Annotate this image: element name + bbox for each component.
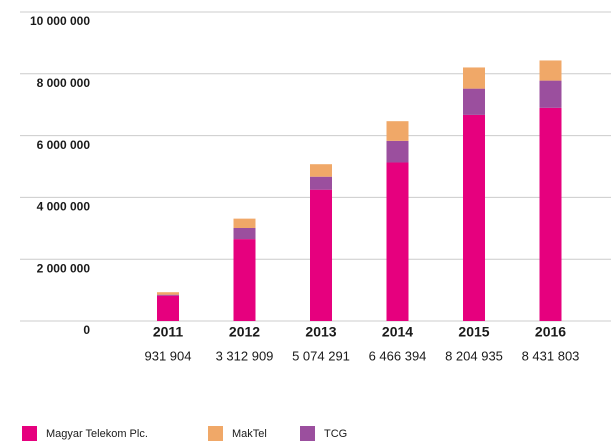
category-total: 3 312 909 — [216, 348, 274, 363]
bar-segment — [233, 239, 256, 321]
bar-segment — [157, 295, 179, 321]
legend-label: Magyar Telekom Plc. — [46, 428, 148, 440]
bar-segment — [310, 189, 332, 321]
bar-segment — [233, 227, 256, 240]
legend-swatch — [22, 426, 37, 441]
legend-label: TCG — [324, 428, 347, 440]
category-total: 931 904 — [145, 348, 192, 363]
bar-segment — [157, 294, 179, 296]
x-tick-label: 2015 — [458, 324, 489, 340]
bar-segment — [310, 164, 332, 177]
y-tick-label: 4 000 000 — [37, 200, 91, 214]
bar-segment — [386, 121, 409, 141]
bar-segment — [463, 114, 485, 321]
y-tick-label: 6 000 000 — [37, 138, 91, 152]
bar-segment — [539, 107, 562, 321]
bar-segment — [386, 162, 409, 321]
category-total: 8 431 803 — [522, 348, 580, 363]
bar-segment — [310, 176, 332, 190]
bar-segment — [157, 292, 179, 295]
y-tick-label: 8 000 000 — [37, 76, 91, 90]
category-total: 6 466 394 — [369, 348, 427, 363]
x-tick-label: 2014 — [382, 324, 413, 340]
bar-segment — [539, 80, 562, 108]
x-tick-label: 2016 — [535, 324, 566, 340]
category-total: 5 074 291 — [292, 348, 350, 363]
bar-segment — [463, 67, 485, 89]
legend-label: MakTel — [232, 428, 267, 440]
bar-segment — [463, 88, 485, 115]
category-total: 8 204 935 — [445, 348, 503, 363]
x-tick-label: 2012 — [229, 324, 260, 340]
x-tick-label: 2011 — [153, 324, 184, 340]
bar-segment — [386, 140, 409, 163]
bar-segment — [539, 60, 562, 81]
y-tick-label: 0 — [83, 323, 90, 337]
legend-swatch — [300, 426, 315, 441]
x-tick-label: 2013 — [305, 324, 336, 340]
bar-segment — [233, 218, 256, 228]
legend-swatch — [208, 426, 223, 441]
y-tick-label: 2 000 000 — [37, 261, 91, 275]
y-tick-label: 10 000 000 — [30, 14, 90, 28]
